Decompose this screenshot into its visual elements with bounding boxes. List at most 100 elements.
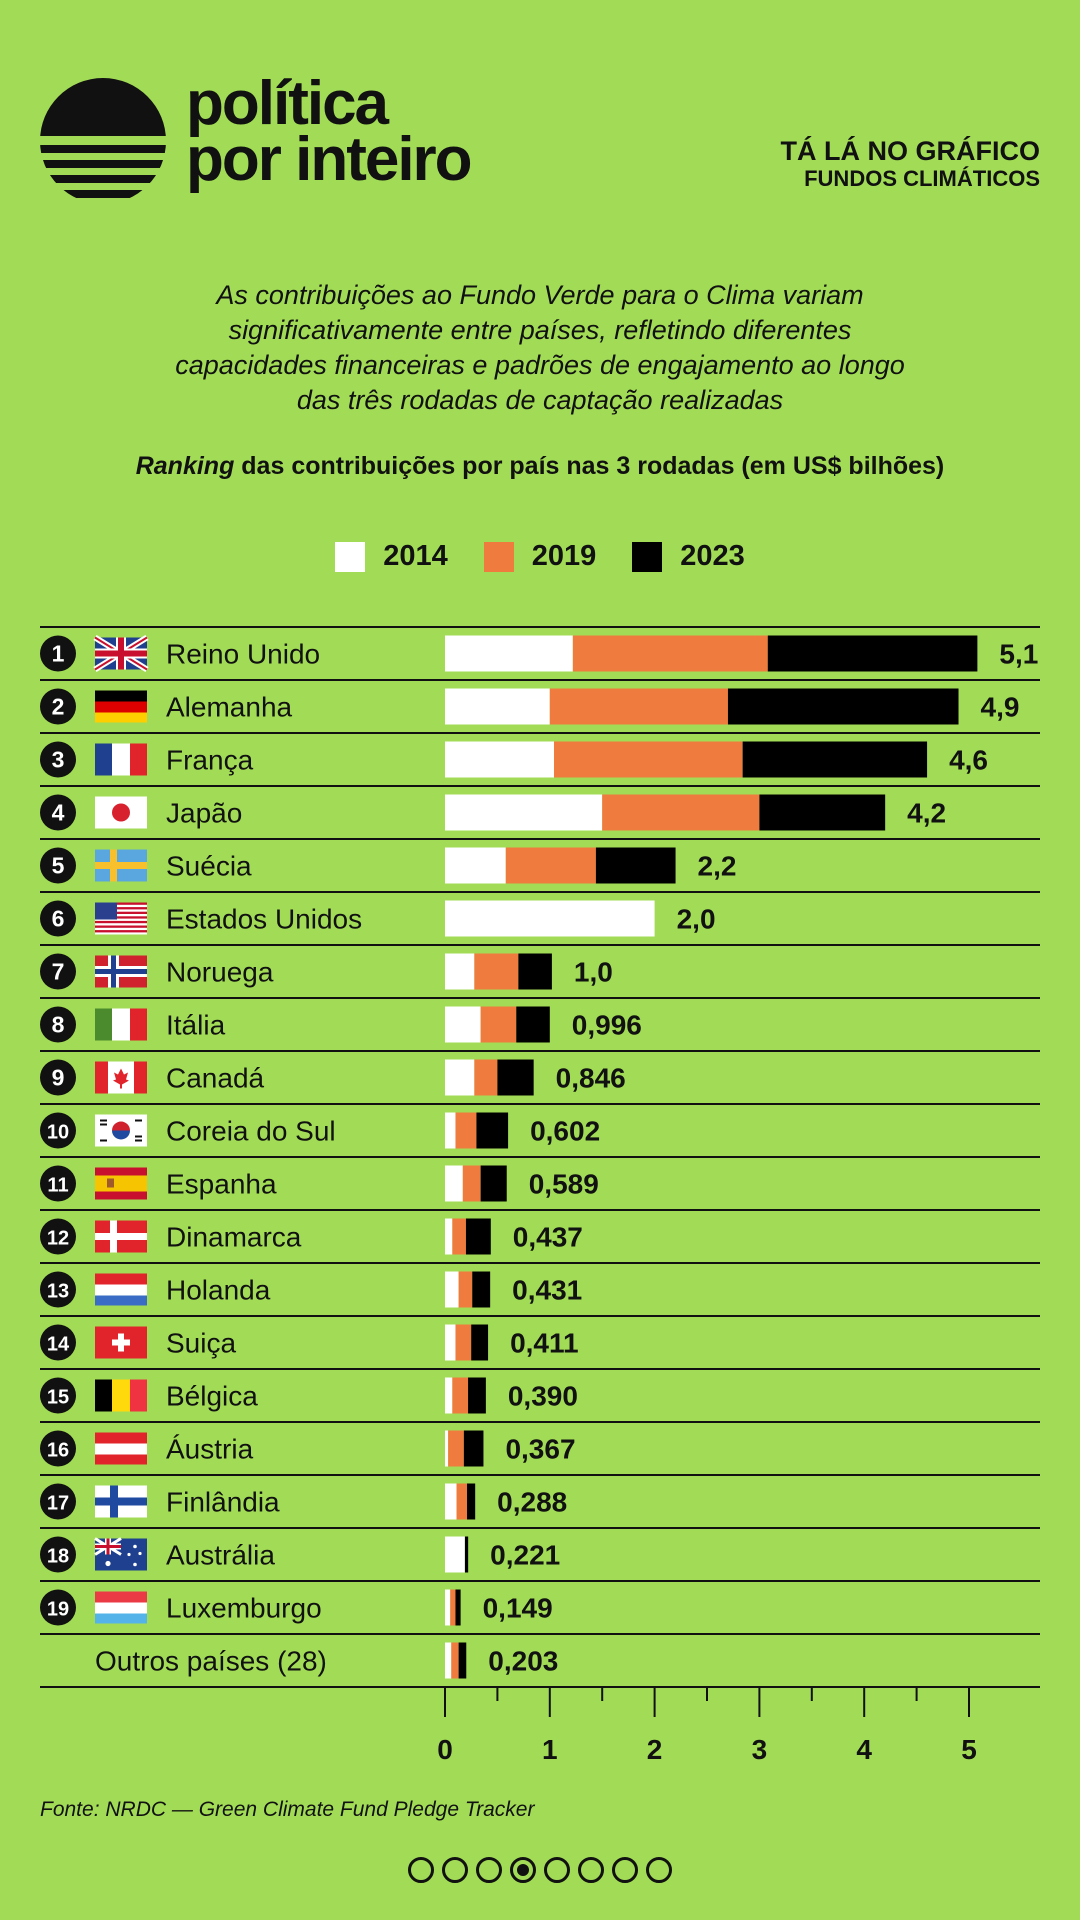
- country-name: Bélgica: [166, 1381, 258, 1412]
- bar-segment-2019: [602, 794, 760, 831]
- bar-segment-2019: [452, 1218, 466, 1255]
- bar-segment-2014: [445, 1589, 451, 1626]
- table-row: 1 Reino Unido 5,1: [40, 634, 1040, 681]
- country-name: Suiça: [166, 1328, 236, 1359]
- intro-line: capacidades financeiras e padrões de eng…: [175, 350, 905, 380]
- value-label: 0,431: [512, 1275, 582, 1306]
- bar-segment-2023: [463, 1430, 484, 1467]
- value-label: 0,602: [530, 1116, 600, 1147]
- bar-segment-2019: [474, 1059, 498, 1096]
- bar-segment-2023: [455, 1589, 461, 1626]
- table-row: 19 Luxemburgo 0,149: [40, 1589, 1040, 1635]
- bar-segment-2014: [445, 1483, 457, 1520]
- bar-segment-2019: [553, 741, 743, 778]
- x-tick-label: 5: [961, 1734, 977, 1765]
- table-row: 17 Finlândia 0,288: [40, 1483, 1040, 1529]
- netherlands-flag: [95, 1273, 147, 1306]
- value-label: 0,411: [510, 1328, 579, 1359]
- bar-segment-2019: [458, 1271, 473, 1308]
- bar-segment-2023: [458, 1642, 467, 1679]
- country-name: Coreia do Sul: [166, 1116, 336, 1147]
- value-label: 0,437: [513, 1222, 583, 1253]
- rank-badge: [40, 1218, 76, 1255]
- rank-badge: [40, 1165, 76, 1202]
- pagination-dot[interactable]: [578, 1857, 604, 1883]
- value-label: 0,288: [497, 1487, 567, 1518]
- legend-item-2023: 2023: [632, 540, 745, 573]
- table-row: 3 França 4,6: [40, 741, 1040, 787]
- pagination-dot[interactable]: [646, 1857, 672, 1883]
- pagination-dots: [0, 1857, 1080, 1883]
- legend-label-2019: 2019: [531, 540, 597, 572]
- pagination-dot-active[interactable]: [510, 1857, 536, 1883]
- bar-segment-2014: [445, 1059, 475, 1096]
- legend-item-2019: 2019: [483, 540, 597, 573]
- x-tick-label: 3: [752, 1734, 768, 1765]
- rank-badge: [40, 688, 76, 725]
- country-name: Dinamarca: [166, 1222, 302, 1253]
- bar-segment-2023: [471, 1324, 489, 1361]
- value-label: 0,390: [508, 1381, 578, 1412]
- bar-segment-2014: [445, 635, 573, 672]
- value-label: 0,846: [556, 1063, 626, 1094]
- italy-flag: [95, 1008, 147, 1041]
- kicker-section: FUNDOS CLIMÁTICOS: [804, 166, 1040, 191]
- bar-segment-2019: [549, 688, 728, 725]
- rank-badge: [40, 953, 76, 990]
- pagination-dot[interactable]: [408, 1857, 434, 1883]
- pagination-dot[interactable]: [612, 1857, 638, 1883]
- rank-badge: [40, 1006, 76, 1043]
- table-row: 4 Japão 4,2: [40, 794, 1040, 840]
- pagination-dot[interactable]: [544, 1857, 570, 1883]
- pagination-dot[interactable]: [442, 1857, 468, 1883]
- logo-icon: [40, 78, 166, 198]
- bar-segment-2014: [445, 794, 603, 831]
- chart-subtitle: Ranking das contribuições por país nas 3…: [40, 452, 1040, 481]
- bar-segment-2023: [767, 635, 978, 672]
- subtitle-rest: das contribuições por país nas 3 rodadas…: [234, 452, 945, 480]
- rank-number: 8: [52, 1012, 65, 1038]
- bar-segment-2019: [462, 1165, 481, 1202]
- table-row: 7 Noruega 1,0: [40, 953, 1040, 999]
- rank-number: 17: [47, 1493, 69, 1515]
- rank-number: 2: [52, 694, 65, 720]
- rank-number: 1: [52, 641, 65, 667]
- bar-segment-2023: [476, 1112, 509, 1149]
- bar-segment-2019: [456, 1483, 468, 1520]
- bar-segment-2019: [452, 1377, 469, 1414]
- value-label: 2,2: [698, 851, 737, 882]
- rank-number: 18: [47, 1546, 69, 1568]
- pagination-dot[interactable]: [476, 1857, 502, 1883]
- brand-line-1: política: [186, 69, 389, 138]
- rank-number: 10: [47, 1122, 69, 1144]
- country-name: Austrália: [166, 1540, 275, 1571]
- header-kicker: TÁ LÁ NO GRÁFICO FUNDOS CLIMÁTICOS: [781, 136, 1040, 192]
- country-name: Alemanha: [166, 692, 293, 723]
- table-row: 10 Coreia do Sul 0,602: [40, 1112, 1040, 1158]
- rank-badge: [40, 1430, 76, 1467]
- bar-segment-2014: [445, 688, 550, 725]
- bar-segment-2014: [445, 1642, 452, 1679]
- bar-segment-2014: [445, 1112, 456, 1149]
- value-label: 0,221: [490, 1540, 560, 1571]
- x-tick-label: 0: [437, 1734, 453, 1765]
- usa-flag: [95, 902, 147, 935]
- intro-text: As contribuições ao Fundo Verde para o C…: [90, 278, 990, 418]
- rank-badge: [40, 1589, 76, 1626]
- legend-swatch-2014: [335, 541, 366, 572]
- country-name: Japão: [166, 798, 242, 829]
- bar-segment-2023: [472, 1271, 491, 1308]
- bar-segment-2014: [445, 1165, 463, 1202]
- table-row: Outros países (28) 0,203: [40, 1642, 1040, 1688]
- rank-badge: [40, 1536, 76, 1573]
- australia-flag: [94, 1537, 147, 1571]
- rank-badge: [40, 1112, 76, 1149]
- bar-segment-2023: [497, 1059, 534, 1096]
- finland-flag: [95, 1485, 147, 1518]
- country-name: Holanda: [166, 1275, 271, 1306]
- intro-line: significativamente entre países, refleti…: [228, 315, 852, 345]
- denmark-flag: [95, 1220, 147, 1253]
- bar-segment-2023: [518, 953, 552, 990]
- rank-number: 9: [52, 1065, 65, 1091]
- bar-segment-2014: [445, 1006, 481, 1043]
